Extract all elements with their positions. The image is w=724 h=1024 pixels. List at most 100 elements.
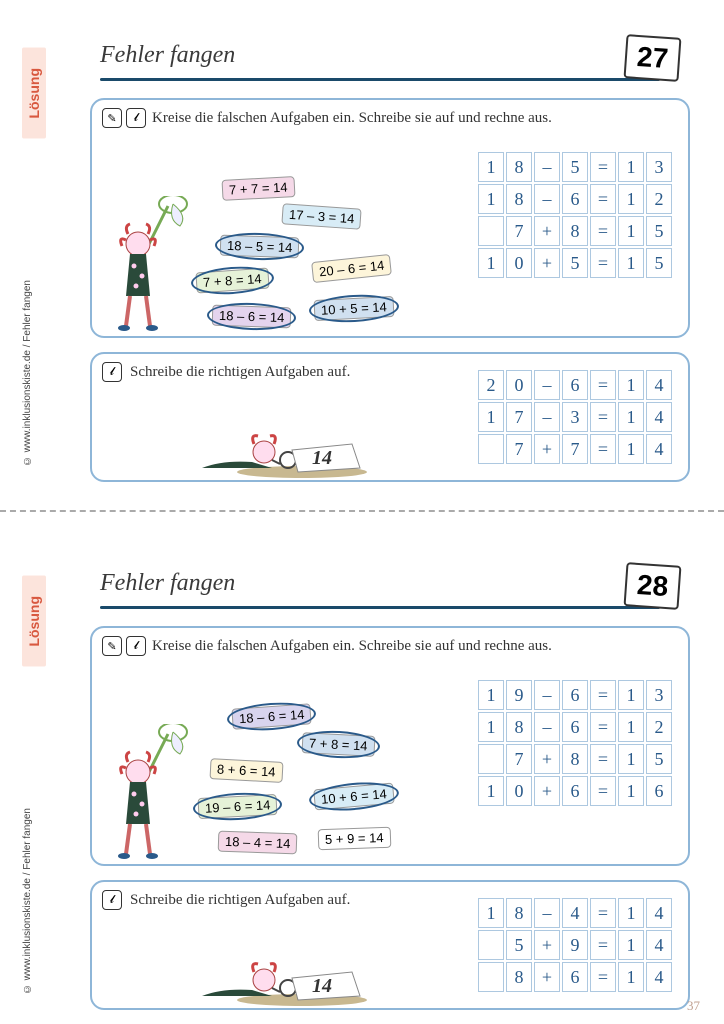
- solution-tag: Lösung: [22, 48, 46, 139]
- answer-cell: =: [590, 962, 616, 992]
- girl-magnifier-illustration: 14: [192, 948, 372, 1008]
- answer-cell: =: [590, 712, 616, 742]
- answer-cell: 0: [506, 776, 532, 806]
- answer-table-1: 19–6=1318–6=127+8=1510+6=16: [476, 678, 674, 808]
- answer-cell: –: [534, 370, 560, 400]
- sheet-number: 14: [312, 447, 332, 469]
- answer-cell: 1: [478, 402, 504, 432]
- pencil-icon: ✎: [102, 636, 122, 656]
- answer-cell: 4: [646, 370, 672, 400]
- answer-cell: 7: [506, 744, 532, 774]
- answer-cell: +: [534, 744, 560, 774]
- equation-tag: 20 – 6 = 14: [311, 254, 392, 283]
- girl-with-net-illustration: [108, 196, 198, 336]
- solution-tag: Lösung: [22, 576, 46, 667]
- answer-cell: [478, 744, 504, 774]
- answer-cell: 1: [618, 402, 644, 432]
- copyright-text: © www.inklusionskiste.de / Fehler fangen: [22, 808, 33, 994]
- answer-cell: =: [590, 898, 616, 928]
- answer-cell: =: [590, 776, 616, 806]
- answer-cell: 1: [478, 248, 504, 278]
- page-divider: [0, 510, 724, 512]
- answer-cell: =: [590, 744, 616, 774]
- answer-cell: –: [534, 898, 560, 928]
- answer-cell: 6: [562, 962, 588, 992]
- answer-cell: 3: [646, 152, 672, 182]
- answer-cell: =: [590, 216, 616, 246]
- answer-cell: 1: [618, 184, 644, 214]
- answer-cell: [478, 434, 504, 464]
- answer-cell: =: [590, 402, 616, 432]
- answer-cell: 4: [646, 402, 672, 432]
- answer-cell: 4: [562, 898, 588, 928]
- answer-cell: 2: [646, 184, 672, 214]
- answer-table-2: 20–6=1417–3=147+7=14: [476, 368, 674, 466]
- answer-cell: [478, 962, 504, 992]
- answer-cell: 3: [646, 680, 672, 710]
- answer-cell: 1: [478, 898, 504, 928]
- equation-tag: 18 – 5 = 14: [220, 235, 300, 259]
- answer-cell: 1: [618, 152, 644, 182]
- equation-tag: 7 + 7 = 14: [222, 176, 296, 201]
- sheet-number: 14: [312, 975, 332, 997]
- equation-tag: 7 + 8 = 14: [195, 267, 269, 293]
- answer-cell: 4: [646, 930, 672, 960]
- equation-tag: 19 – 6 = 14: [198, 794, 278, 819]
- answer-cell: 6: [562, 370, 588, 400]
- answer-cell: +: [534, 248, 560, 278]
- answer-cell: 1: [618, 680, 644, 710]
- answer-cell: 1: [618, 898, 644, 928]
- answer-cell: 1: [618, 370, 644, 400]
- answer-cell: 1: [618, 712, 644, 742]
- answer-cell: +: [534, 962, 560, 992]
- answer-cell: 5: [562, 248, 588, 278]
- write-icon: 𝓵: [126, 108, 146, 128]
- worksheet-page-28: Lösung © www.inklusionskiste.de / Fehler…: [0, 528, 724, 1018]
- answer-cell: =: [590, 680, 616, 710]
- answer-cell: 2: [478, 370, 504, 400]
- answer-cell: 4: [646, 434, 672, 464]
- worksheet-number: 28: [623, 562, 681, 610]
- task-box-1: ✎ 𝓵 Kreise die falschen Aufgaben ein. Sc…: [90, 626, 690, 866]
- answer-cell: 8: [506, 898, 532, 928]
- answer-cell: –: [534, 152, 560, 182]
- answer-cell: 1: [478, 776, 504, 806]
- answer-cell: 8: [506, 712, 532, 742]
- answer-cell: 9: [506, 680, 532, 710]
- worksheet-number: 27: [623, 34, 681, 82]
- answer-cell: 8: [506, 962, 532, 992]
- title-underline: [100, 606, 660, 609]
- task-box-2: 𝓵 Schreibe die richtigen Aufgaben auf. 1…: [90, 880, 690, 1010]
- answer-cell: 7: [506, 434, 532, 464]
- answer-cell: 8: [562, 744, 588, 774]
- copyright-text: © www.inklusionskiste.de / Fehler fangen: [22, 280, 33, 466]
- equations-scatter: 18 – 6 = 147 + 8 = 148 + 6 = 1419 – 6 = …: [102, 668, 422, 858]
- answer-cell: 5: [562, 152, 588, 182]
- answer-cell: –: [534, 402, 560, 432]
- task1-instruction: Kreise die falschen Aufgaben ein. Schrei…: [152, 638, 552, 655]
- equation-tag: 18 – 6 = 14: [231, 703, 312, 729]
- girl-lying-illustration: 14: [172, 392, 412, 472]
- answer-cell: [478, 930, 504, 960]
- answer-table-2: 18–4=145+9=148+6=14: [476, 896, 674, 994]
- answer-cell: 5: [646, 248, 672, 278]
- answer-cell: 1: [478, 152, 504, 182]
- answer-cell: –: [534, 184, 560, 214]
- page-title: Fehler fangen: [100, 42, 690, 69]
- answer-cell: +: [534, 776, 560, 806]
- answer-cell: 5: [646, 744, 672, 774]
- title-row: Fehler fangen 28: [100, 570, 690, 612]
- write-icon: 𝓵: [102, 890, 122, 910]
- answer-cell: =: [590, 152, 616, 182]
- answer-cell: 1: [478, 184, 504, 214]
- title-row: Fehler fangen 27: [100, 42, 690, 84]
- answer-cell: 1: [618, 744, 644, 774]
- answer-cell: =: [590, 930, 616, 960]
- answer-cell: =: [590, 184, 616, 214]
- answer-cell: 1: [618, 776, 644, 806]
- equation-tag: 18 – 6 = 14: [212, 305, 292, 329]
- equation-tag: 17 – 3 = 14: [281, 203, 362, 229]
- equation-tag: 7 + 8 = 14: [302, 732, 376, 757]
- pencil-icon: ✎: [102, 108, 122, 128]
- answer-cell: –: [534, 680, 560, 710]
